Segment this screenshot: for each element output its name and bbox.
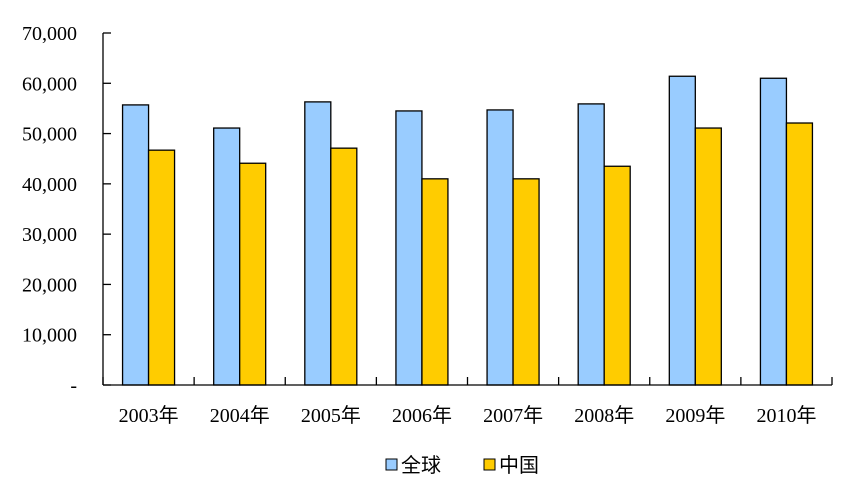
x-tick-label: 2010年 (756, 404, 816, 427)
y-tick-label: 10,000 (22, 325, 77, 347)
y-tick-label: 70,000 (22, 23, 77, 45)
y-tick-label: 60,000 (22, 73, 77, 95)
legend-label-china: 中国 (499, 454, 539, 477)
bar-china (694, 127, 722, 386)
x-tick-label: 2003年 (119, 404, 179, 427)
bar-china (147, 149, 176, 386)
bar-global (213, 127, 241, 386)
y-axis: - 10,000 20,000 30,000 40,000 50,000 60,000 70,… (22, 23, 111, 397)
legend-swatch-china (483, 458, 496, 471)
x-tick-label: 2008年 (574, 404, 634, 427)
y-tick-label: 30,000 (22, 224, 77, 246)
bar-china (239, 162, 267, 386)
y-tick-label: 50,000 (22, 124, 77, 146)
bar-global (759, 77, 788, 386)
bar-global (486, 109, 514, 386)
x-tick-label: 2006年 (392, 404, 452, 427)
bar-china (603, 165, 631, 386)
bar-global (577, 103, 605, 386)
bar-global (668, 75, 696, 386)
x-tick-label: 2009年 (665, 404, 725, 427)
bar-china (512, 178, 540, 386)
bar-global (121, 104, 150, 386)
bar-china (421, 178, 449, 386)
bars (121, 75, 814, 386)
bar-china (330, 147, 358, 386)
x-tick-label: 2007年 (483, 404, 543, 427)
legend: 全球 中国 (385, 454, 539, 477)
x-axis: 2003年 2004年 2005年 2006年 2007年 2008年 2009年 2010年 (102, 377, 833, 427)
bar-global (304, 101, 332, 386)
legend-swatch-global (385, 458, 398, 471)
bar-china (785, 122, 814, 386)
legend-label-global: 全球 (401, 454, 441, 477)
y-tick-label: 40,000 (22, 174, 77, 196)
x-tick-label: 2004年 (210, 404, 270, 427)
bar-global (395, 110, 423, 386)
y-tick-label: 20,000 (22, 274, 77, 296)
x-tick-label: 2005年 (301, 404, 361, 427)
y-tick-label: - (70, 375, 77, 397)
